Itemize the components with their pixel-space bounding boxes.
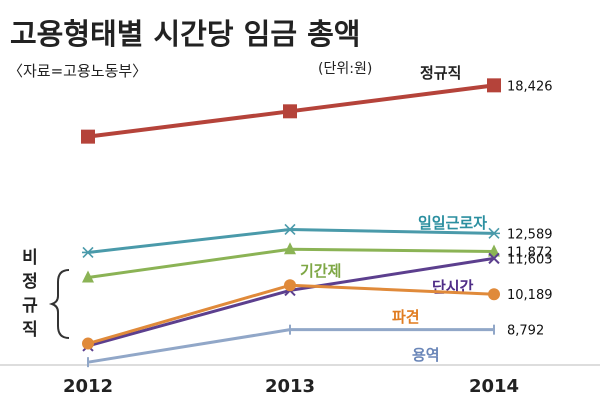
data-label: 12,589 (507, 227, 553, 242)
data-label: 11,603 (507, 252, 553, 267)
x-tick-label: 2014 (469, 376, 519, 397)
data-point (82, 337, 94, 350)
series-5: 8,792 용역 (87, 324, 544, 368)
data-point (488, 227, 500, 239)
series-name-label: 정규직 (420, 64, 461, 82)
data-point (487, 78, 501, 93)
data-point (488, 244, 500, 257)
data-point (488, 288, 500, 301)
x-axis-ticks: 2012 2013 2014 (63, 376, 519, 397)
data-label: 8,792 (507, 324, 544, 339)
series-4: 10,189 파견 (82, 279, 553, 350)
series-0: 18,426 정규직 (81, 64, 553, 144)
data-label: 10,189 (507, 288, 553, 303)
unit-label: (단위:원) (318, 61, 372, 77)
data-point (284, 242, 296, 255)
series-2: 11,872 기간제 (82, 242, 553, 283)
series-name-label: 파견 (392, 308, 420, 326)
group-brace (48, 269, 70, 339)
data-point (81, 129, 95, 144)
data-point (82, 270, 94, 283)
x-tick-label: 2012 (63, 376, 113, 397)
series-name-label: 일일근로자 (418, 214, 487, 232)
data-point (283, 104, 297, 119)
data-point (284, 279, 296, 292)
data-point (82, 246, 94, 259)
chart-title: 고용형태별 시간당 임금 총액 (10, 17, 360, 51)
data-point (284, 223, 296, 236)
series-1: 12,589 일일근로자 (82, 214, 553, 259)
data-point (488, 252, 500, 265)
chart-source: 〈자료=고용노동부〉 (8, 62, 147, 80)
series-name-label: 용역 (412, 346, 440, 364)
data-label: 18,426 (507, 79, 553, 94)
series-name-label: 기간제 (300, 262, 341, 280)
data-label: 11,872 (507, 246, 553, 261)
x-tick-label: 2013 (265, 376, 315, 397)
